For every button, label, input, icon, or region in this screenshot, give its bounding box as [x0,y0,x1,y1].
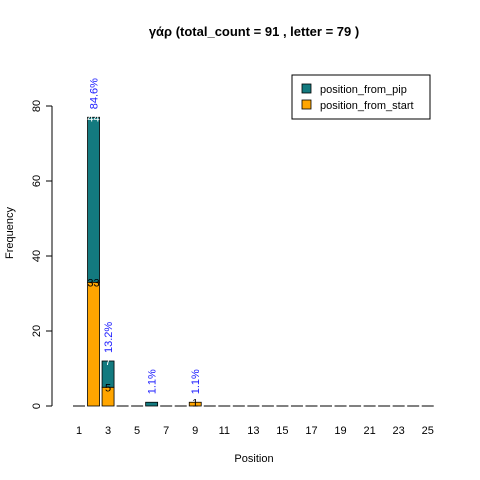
legend: position_from_pip position_from_start [291,74,431,120]
y-axis-label: Frequency [4,207,16,259]
segment-count-label: 44 [87,112,99,124]
x-tick-label: 21 [363,425,375,437]
x-tick-label: 1 [76,425,82,437]
y-tick-label: 80 [31,100,43,112]
y-tick-label: 20 [31,325,43,337]
x-tick-label: 15 [276,425,288,437]
segment-count-label: 7 [105,356,111,368]
x-tick-label: 11 [219,425,230,437]
x-tick-label: 5 [134,425,140,437]
bar-labels: 33 44 5 7 1 84.6% 13.2% 1.1% 1.1% [87,78,202,409]
legend-swatch-position-from-start [301,99,312,110]
percent-label: 1.1% [147,369,159,394]
bar-position-from-start [188,401,202,407]
x-tick-label: 3 [105,425,111,437]
y-tick-label: 60 [31,175,43,187]
segment-count-label: 33 [87,277,99,289]
y-tick-label: 0 [31,403,43,409]
x-tick-label: 7 [163,425,169,437]
x-axis: 1 3 5 7 9 11 13 15 17 19 21 23 25 [76,425,434,437]
chart-title: γάρ (total_count = 91 , letter = 79 ) [149,24,359,39]
percent-label: 1.1% [190,369,202,394]
bar-position-from-pip [101,360,115,388]
legend-swatch-position-from-pip [301,83,312,94]
percent-label: 84.6% [89,78,101,109]
bar-position-from-pip [87,116,100,283]
legend-label-position-from-start: position_from_start [320,100,414,112]
x-tick-label: 9 [192,425,198,437]
percent-label: 13.2% [103,322,115,353]
x-tick-label: 25 [422,425,434,437]
x-tick-label: 19 [334,425,346,437]
x-tick-label: 13 [247,425,259,437]
legend-box [291,74,431,120]
segment-count-label: 1 [192,397,198,409]
x-axis-label: Position [234,453,273,465]
y-tick-label: 40 [31,250,43,262]
x-tick-label: 17 [305,425,317,437]
x-tick-label: 23 [393,425,405,437]
y-axis: 0 20 40 60 80 [31,100,53,409]
bar-position-from-pip [145,401,159,407]
bars [73,116,434,407]
bar-position-from-start [87,281,100,407]
segment-count-label: 5 [105,382,111,394]
legend-label-position-from-pip: position_from_pip [320,84,407,96]
